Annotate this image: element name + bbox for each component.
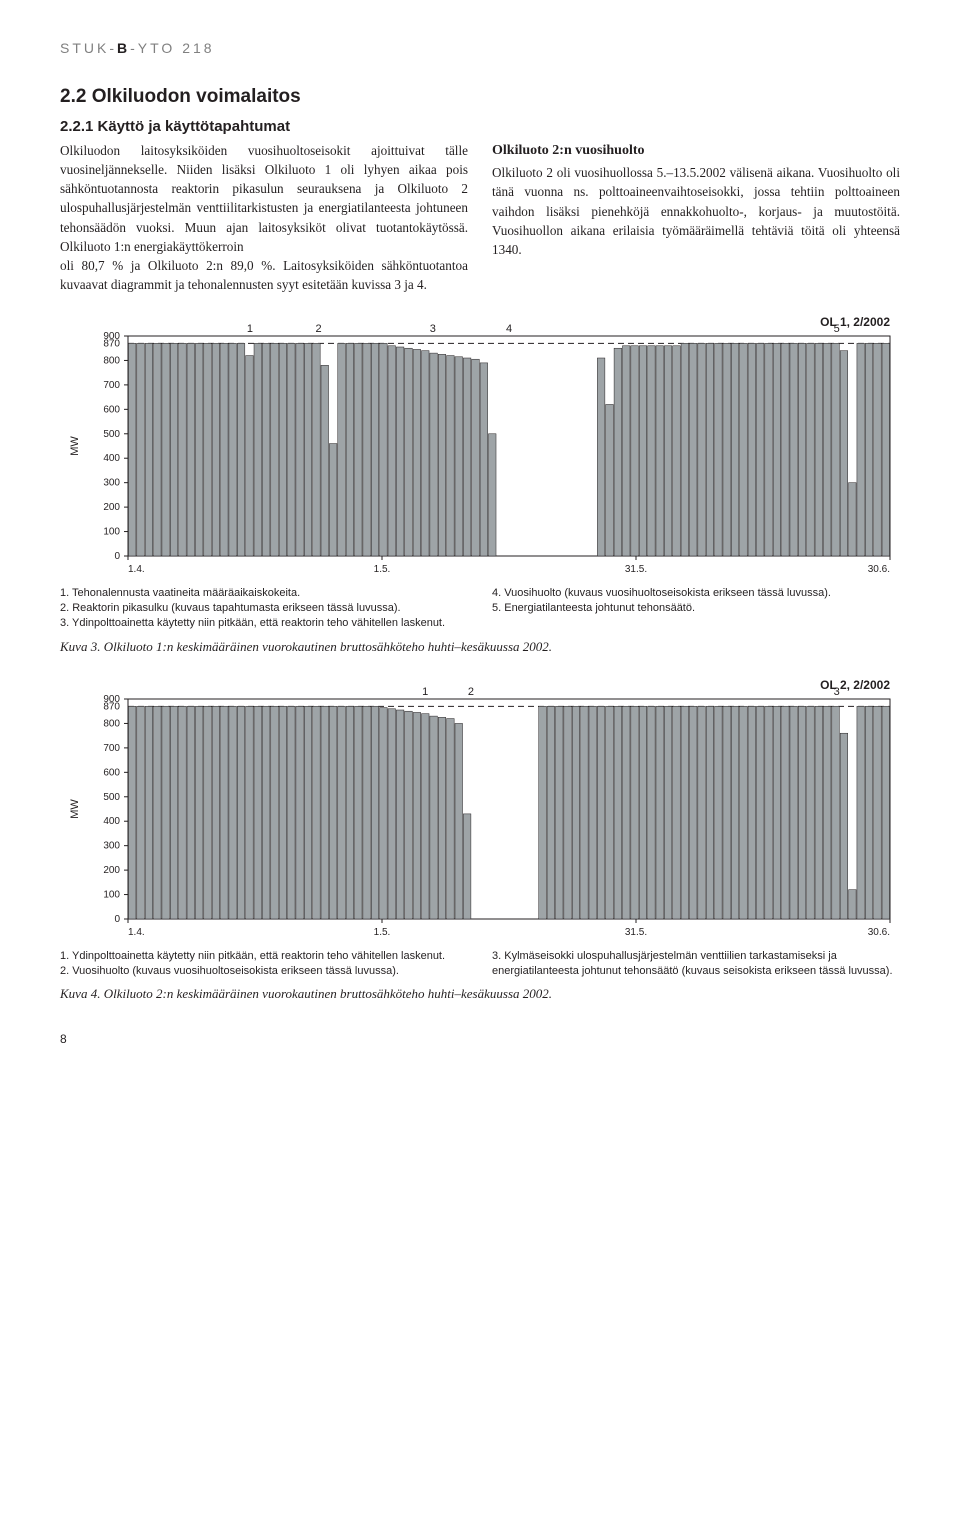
svg-text:3: 3 (834, 686, 840, 698)
svg-text:3: 3 (430, 323, 436, 335)
svg-text:200: 200 (103, 502, 120, 513)
svg-text:870: 870 (103, 701, 120, 712)
svg-text:MW: MW (69, 798, 81, 818)
chart2-notes-right: 3. Kylmäseisokki ulospuhallusjärjestelmä… (492, 949, 900, 979)
svg-text:2: 2 (315, 323, 321, 335)
footnote-line: 3. Kylmäseisokki ulospuhallusjärjestelmä… (492, 949, 900, 979)
svg-text:31.5.: 31.5. (625, 927, 647, 938)
svg-text:30.6.: 30.6. (868, 927, 890, 938)
svg-text:1.4.: 1.4. (128, 564, 145, 575)
chart1-footnotes: 1. Tehonalennusta vaatineita määräaikais… (60, 586, 900, 631)
svg-text:300: 300 (103, 840, 120, 851)
svg-text:OL 1, 2/2002: OL 1, 2/2002 (820, 315, 890, 329)
footnote-line: 2. Vuosihuolto (kuvaus vuosihuoltoseisok… (60, 964, 468, 979)
svg-text:1: 1 (422, 686, 428, 698)
svg-text:100: 100 (103, 889, 120, 900)
sub-heading: 2.2.1 Käyttö ja käyttötapahtumat (60, 118, 900, 135)
body-text: Olkiluodon laitosyksiköiden vuosihuoltos… (60, 141, 900, 294)
paragraph-2: oli 80,7 % ja Olkiluoto 2:n 89,0 %. Lait… (60, 256, 468, 294)
figure3-caption: Kuva 3. Olkiluoto 1:n keskimääräinen vuo… (60, 639, 900, 655)
svg-text:100: 100 (103, 527, 120, 538)
svg-text:870: 870 (103, 338, 120, 349)
svg-text:5: 5 (834, 323, 840, 335)
svg-text:400: 400 (103, 816, 120, 827)
svg-text:800: 800 (103, 718, 120, 729)
svg-text:0: 0 (114, 551, 120, 562)
svg-text:0: 0 (114, 914, 120, 925)
svg-text:30.6.: 30.6. (868, 564, 890, 575)
svg-text:1.5.: 1.5. (374, 564, 391, 575)
chart1-notes-left: 1. Tehonalennusta vaatineita määräaikais… (60, 586, 468, 631)
svg-text:400: 400 (103, 453, 120, 464)
svg-text:2: 2 (468, 686, 474, 698)
footnote-line: 1. Tehonalennusta vaatineita määräaikais… (60, 586, 468, 601)
page-header: STUK-B-YTO 218 (60, 40, 900, 56)
header-prefix: STUK- (60, 40, 117, 56)
svg-text:MW: MW (69, 436, 81, 456)
chart-2: 0100200300400500600700800900870MW1.4.1.5… (60, 675, 900, 945)
svg-text:300: 300 (103, 478, 120, 489)
chart2-notes-left: 1. Ydinpolttoainetta käytetty niin pitkä… (60, 949, 468, 979)
paragraph-1: Olkiluodon laitosyksiköiden vuosihuoltos… (60, 141, 468, 256)
page-number: 8 (60, 1032, 900, 1046)
col2-heading: Olkiluoto 2:n vuosihuolto (492, 141, 900, 161)
footnote-line: 4. Vuosihuolto (kuvaus vuosihuoltoseisok… (492, 586, 900, 601)
section-heading: 2.2 Olkiluodon voimalaitos (60, 86, 900, 108)
svg-text:1.5.: 1.5. (374, 927, 391, 938)
footnote-line: 3. Ydinpolttoainetta käytetty niin pitkä… (60, 616, 468, 631)
svg-text:1.4.: 1.4. (128, 927, 145, 938)
svg-text:500: 500 (103, 429, 120, 440)
figure4-caption: Kuva 4. Olkiluoto 2:n keskimääräinen vuo… (60, 986, 900, 1002)
svg-text:200: 200 (103, 865, 120, 876)
svg-text:600: 600 (103, 404, 120, 415)
svg-text:31.5.: 31.5. (625, 564, 647, 575)
svg-text:700: 700 (103, 743, 120, 754)
footnote-line: 1. Ydinpolttoainetta käytetty niin pitkä… (60, 949, 468, 964)
footnote-line: 5. Energiatilanteesta johtunut tehonsäät… (492, 601, 900, 616)
svg-text:600: 600 (103, 767, 120, 778)
svg-text:500: 500 (103, 791, 120, 802)
svg-text:800: 800 (103, 356, 120, 367)
svg-text:700: 700 (103, 380, 120, 391)
paragraph-3: Olkiluoto 2 oli vuosihuollossa 5.–13.5.2… (492, 163, 900, 259)
chart-1: 0100200300400500600700800900870MW1.4.1.5… (60, 312, 900, 582)
svg-text:1: 1 (247, 323, 253, 335)
svg-text:4: 4 (506, 323, 512, 335)
footnote-line: 2. Reaktorin pikasulku (kuvaus tapahtuma… (60, 601, 468, 616)
header-bold: B (117, 40, 130, 56)
header-suffix: -YTO 218 (130, 40, 214, 56)
chart2-footnotes: 1. Ydinpolttoainetta käytetty niin pitkä… (60, 949, 900, 979)
chart1-notes-right: 4. Vuosihuolto (kuvaus vuosihuoltoseisok… (492, 586, 900, 631)
svg-text:OL 2, 2/2002: OL 2, 2/2002 (820, 678, 890, 692)
